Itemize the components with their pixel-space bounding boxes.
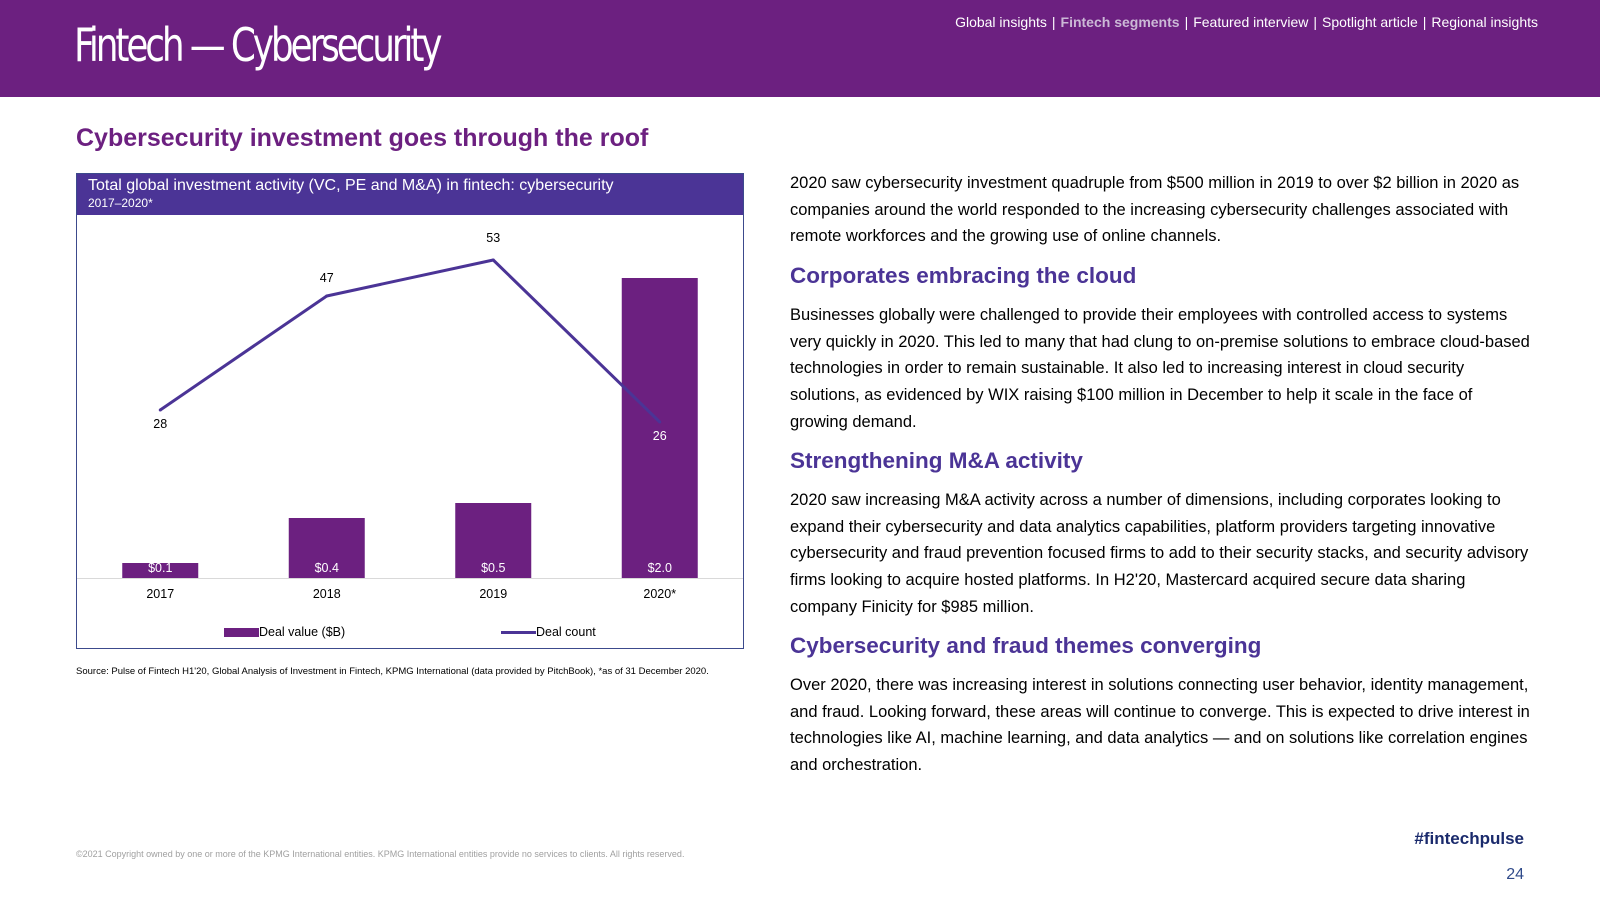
x-tick-label: 2017 (146, 587, 174, 601)
nav-global-insights[interactable]: Global insights (955, 14, 1047, 30)
copyright-notice: ©2021 Copyright owned by one or more of … (76, 849, 685, 859)
hashtag-link[interactable]: #fintechpulse (1414, 829, 1524, 848)
deal-count-label: 53 (486, 231, 500, 245)
deal-count-point (158, 408, 162, 412)
bar-value-label: $0.4 (315, 561, 339, 575)
nav-separator: | (1051, 14, 1056, 30)
legend-deal-count-label: Deal count (536, 625, 596, 639)
paragraph-fraud: Over 2020, there was increasing interest… (790, 676, 1530, 775)
nav-fintech-segments[interactable]: Fintech segments (1060, 14, 1180, 30)
source-note: Source: Pulse of Fintech H1'20, Global A… (76, 666, 709, 677)
chart-title: Total global investment activity (VC, PE… (88, 177, 614, 194)
legend-deal-value-label: Deal value ($B) (259, 625, 346, 639)
bar-2017 (122, 563, 199, 578)
nav-regional-insights[interactable]: Regional insights (1431, 14, 1538, 30)
deal-count-label: 28 (153, 417, 167, 431)
paragraph-ma: 2020 saw increasing M&A activity across … (790, 491, 1529, 616)
chart-subtitle: 2017–2020* (88, 196, 153, 210)
x-tick-label: 2020* (643, 587, 676, 601)
x-tick-label: 2019 (479, 587, 507, 601)
deal-count-line (159, 258, 661, 424)
legend-line-swatch (501, 631, 536, 635)
paragraph-cloud: Businesses globally were challenged to p… (790, 306, 1530, 431)
subheading-cloud: Corporates embracing the cloud (790, 263, 1137, 288)
bar-value-label: $0.1 (148, 561, 172, 575)
x-tick-label: 2018 (313, 587, 341, 601)
bar-2020 (621, 278, 698, 578)
deal-count-point (325, 294, 329, 298)
subheading-ma: Strengthening M&A activity (790, 448, 1083, 473)
nav-spotlight-article[interactable]: Spotlight article (1322, 14, 1418, 30)
nav-separator: | (1313, 14, 1318, 30)
page-title: Fintech — Cybersecurity (74, 18, 443, 72)
legend-bar-swatch (224, 628, 259, 638)
bar-2019 (455, 503, 532, 578)
deal-count-label: 47 (320, 271, 334, 285)
nav-separator: | (1184, 14, 1189, 30)
legend-deal-count: Deal count (501, 625, 596, 639)
nav-featured-interview[interactable]: Featured interview (1193, 14, 1309, 30)
chart-plot: $0.1 $0.4 $0.5 $2.0 2017 2018 2019 2020* 28 47 53 2… (77, 231, 743, 601)
deal-count-point (491, 258, 495, 262)
bar-value-label: $0.5 (481, 561, 505, 575)
chart-header: Total global investment activity (VC, PE… (77, 174, 743, 215)
page-header: Fintech — Cybersecurity Global insights |… (0, 0, 1600, 97)
subheading-fraud: Cybersecurity and fraud themes convergin… (790, 633, 1262, 658)
intro-paragraph: 2020 saw cybersecurity investment quadru… (790, 174, 1520, 246)
page-number: 24 (1506, 866, 1524, 883)
bar-value-label: $2.0 (648, 561, 672, 575)
section-heading: Cybersecurity investment goes through th… (76, 124, 649, 152)
nav-separator: | (1422, 14, 1427, 30)
bar-2018 (288, 518, 365, 578)
legend-deal-value: Deal value ($B) (224, 625, 345, 639)
chart-panel: Total global investment activity (VC, PE… (76, 173, 744, 649)
top-navigation: Global insights | Fintech segments | Feature… (955, 14, 1538, 30)
deal-count-label: 26 (653, 429, 667, 443)
deal-count-point (658, 420, 662, 424)
